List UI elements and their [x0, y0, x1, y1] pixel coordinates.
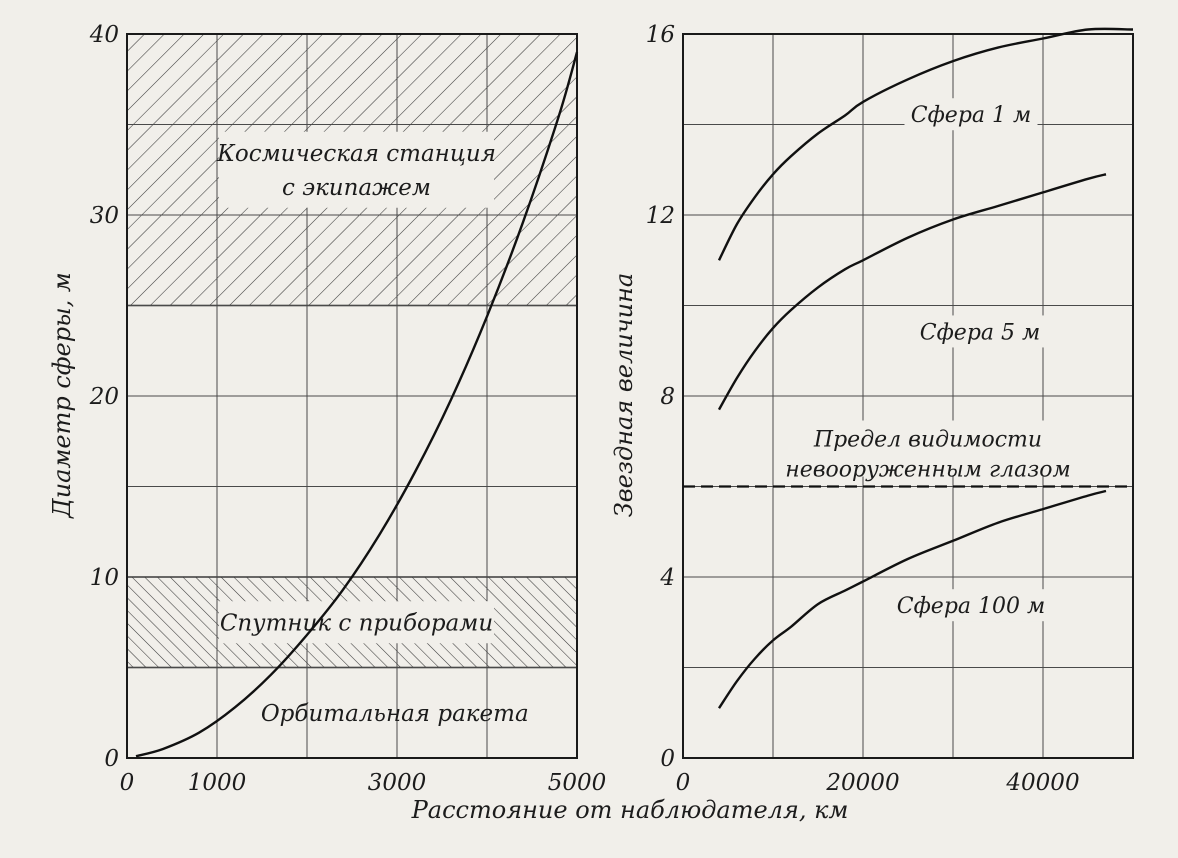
left-x-tick-label: 0 [120, 770, 135, 796]
right-x-ticks: 0 20000 40000 [676, 770, 1080, 796]
left-y-tick-label: 20 [89, 384, 119, 410]
left-y-ticks: 0 10 20 30 40 [89, 22, 119, 772]
right-series-label: Сфера 5 м [920, 320, 1041, 345]
left-y-tick-label: 30 [90, 203, 119, 229]
region-label: с экипажем [282, 175, 431, 201]
right-y-tick-label: 4 [659, 565, 675, 591]
right-series-line-1 [717, 173, 1107, 411]
right-y-axis-label: Звездная величина [610, 273, 638, 517]
right-grid [682, 33, 1133, 759]
series-label-bg [891, 589, 1051, 622]
left-y-tick-label: 0 [104, 746, 119, 772]
series-label-bg [904, 98, 1038, 131]
right-x-tick-label: 0 [676, 770, 691, 796]
left-y-tick-label: 40 [89, 22, 119, 48]
left-x-ticks: 0 1000 3000 5000 [120, 770, 607, 796]
region-label-bg [219, 131, 494, 208]
region-label-bg [219, 601, 494, 644]
reference-label-bg [775, 420, 1080, 477]
left-regions [127, 33, 577, 669]
right-y-tick-label: 16 [646, 22, 675, 48]
visibility-limit-label: невооруженным глазом [785, 458, 1071, 483]
right-x-tick-label: 40000 [1005, 770, 1079, 796]
left-region-labels: Космическая станция с экипажем Спутник с п… [216, 131, 529, 727]
series-label-bg [913, 315, 1047, 348]
right-reference-line: Предел видимости невооруженным глазом [683, 420, 1133, 488]
right-series [717, 27, 1134, 709]
left-chart: Космическая станция с экипажем Спутник с п… [48, 22, 606, 796]
left-x-tick-label: 1000 [188, 770, 247, 796]
right-chart: Предел видимости невооруженным глазом Сфе… [610, 22, 1134, 796]
right-series-label: Сфера 100 м [897, 594, 1046, 619]
visibility-limit-label: Предел видимости [813, 428, 1042, 453]
right-y-tick-label: 8 [660, 384, 675, 410]
x-axis-label: Расстояние от наблюдателя, км [411, 796, 849, 824]
left-x-tick-label: 5000 [548, 770, 607, 796]
right-series-labels: Сфера 1 м Сфера 5 м Сфера 100 м [891, 98, 1051, 622]
left-y-tick-label: 10 [90, 565, 119, 591]
left-y-axis-label: Диаметр сферы, м [48, 272, 76, 519]
left-x-tick-label: 3000 [368, 770, 427, 796]
region-label: Орбитальная ракета [261, 701, 529, 727]
left-plot-frame [126, 33, 578, 759]
right-series-line-0 [717, 27, 1134, 261]
right-plot-frame [682, 33, 1134, 759]
region-label: Спутник с приборами [220, 610, 493, 636]
region-label: Космическая станция [216, 141, 496, 167]
right-x-tick-label: 20000 [825, 770, 899, 796]
left-series [135, 51, 579, 758]
left-series-line-0 [135, 51, 579, 758]
right-y-ticks: 0 4 8 12 16 [646, 22, 675, 772]
right-series-line-2 [718, 489, 1107, 709]
right-y-tick-label: 12 [646, 203, 675, 229]
right-y-tick-label: 0 [660, 746, 675, 772]
right-series-label: Сфера 1 м [911, 103, 1032, 128]
